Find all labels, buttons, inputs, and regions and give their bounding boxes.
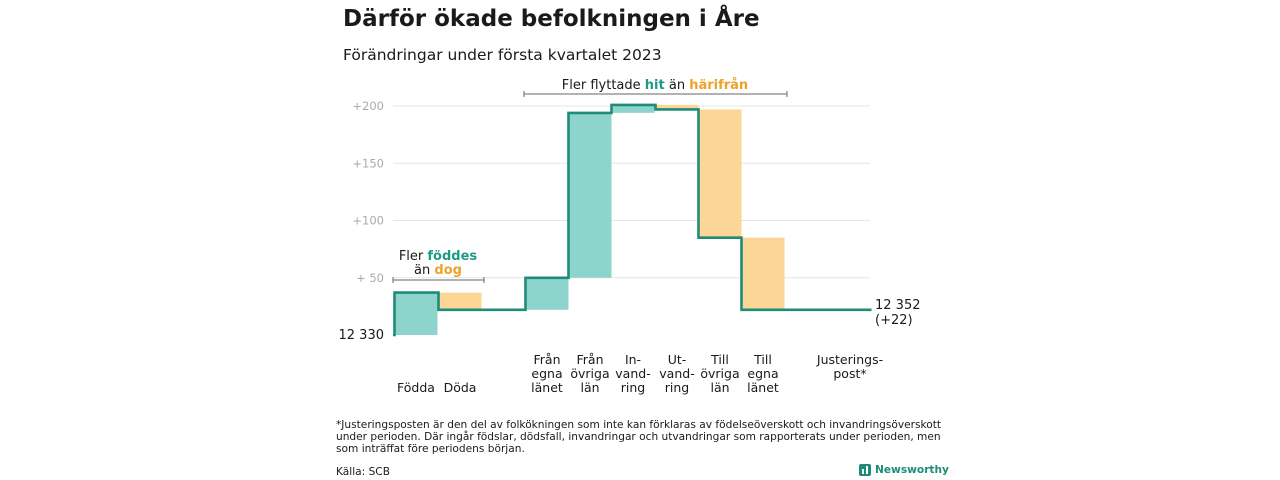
x-tick-label: In-	[625, 352, 641, 367]
moves-mid: än	[665, 78, 689, 93]
bar	[741, 237, 785, 310]
step-line	[393, 103, 872, 337]
bars	[394, 104, 785, 335]
births-prefix: Fler	[399, 249, 428, 264]
brand-name: Newsworthy	[875, 464, 949, 476]
moves-prefix: Fler flyttade	[562, 78, 645, 93]
svg-text:än dog: än dog	[414, 263, 462, 278]
source-label: Källa: SCB	[336, 466, 390, 478]
end-change-label: (+22)	[875, 313, 913, 328]
x-tick-label: Från	[576, 352, 603, 367]
x-tick-label: egna	[531, 366, 562, 381]
brand: Newsworthy	[859, 464, 949, 476]
x-tick-label: egna	[747, 366, 778, 381]
x-tick-label: ring	[665, 380, 689, 395]
bar	[568, 112, 612, 278]
moves-harifran: härifrån	[689, 78, 748, 93]
chart-subtitle: Förändringar under första kvartalet 2023	[343, 46, 662, 64]
x-tick-label: Till	[710, 352, 729, 367]
x-tick-label: Födda	[397, 380, 435, 395]
births-word: föddes	[427, 249, 477, 264]
bar	[611, 104, 655, 113]
start-value-label: 12 330	[339, 328, 385, 343]
bar	[655, 104, 699, 110]
x-tick-label: ring	[621, 380, 645, 395]
y-tick-label: +200	[352, 99, 384, 113]
moves-hit: hit	[645, 78, 665, 93]
x-tick-label: länet	[531, 380, 563, 395]
x-tick-label: län	[580, 380, 599, 395]
y-axis-ticks: +200 +150 +100 + 50	[352, 99, 384, 285]
x-tick-label: vand-	[659, 366, 694, 381]
newsworthy-logo-icon	[859, 464, 871, 476]
y-tick-label: +150	[352, 156, 384, 170]
deaths-prefix: än	[414, 263, 434, 278]
waterfall-chart: +200+150+100+ 50 Födda DödaFrånegnalänetF…	[339, 78, 921, 395]
bar	[438, 292, 482, 310]
x-tick-label: post*	[833, 366, 866, 381]
bar	[698, 109, 742, 238]
x-tick-label: vand-	[615, 366, 650, 381]
x-tick-label: Ut-	[668, 352, 687, 367]
svg-text:Fler flyttade hit än härifrån: Fler flyttade hit än härifrån	[562, 78, 748, 93]
svg-text:Fler föddes: Fler föddes	[399, 249, 478, 264]
x-axis-labels: Födda DödaFrånegnalänetFrånövrigalänIn-va…	[397, 352, 883, 395]
footnote: *Justeringsposten är den del av folkökni…	[336, 419, 942, 455]
x-tick-label: Från	[533, 352, 560, 367]
x-tick-label: övriga	[570, 366, 609, 381]
y-tick-label: +100	[352, 214, 384, 228]
x-tick-label: övriga	[700, 366, 739, 381]
x-tick-label: Döda	[444, 380, 477, 395]
births-annotation: Fler föddes än dog	[392, 249, 485, 283]
x-tick-label: Till	[753, 352, 772, 367]
deaths-word: dog	[434, 263, 462, 278]
y-tick-label: + 50	[356, 271, 384, 285]
bar	[525, 277, 569, 310]
chart-title: Därför ökade befolkningen i Åre	[343, 6, 760, 32]
moves-annotation: Fler flyttade hit än härifrån	[523, 78, 788, 97]
x-tick-label: Justerings-	[816, 352, 883, 367]
x-tick-label: län	[710, 380, 729, 395]
series-line	[393, 103, 872, 337]
x-tick-label: länet	[747, 380, 779, 395]
bar	[394, 292, 438, 335]
end-value-label: 12 352	[875, 298, 921, 313]
